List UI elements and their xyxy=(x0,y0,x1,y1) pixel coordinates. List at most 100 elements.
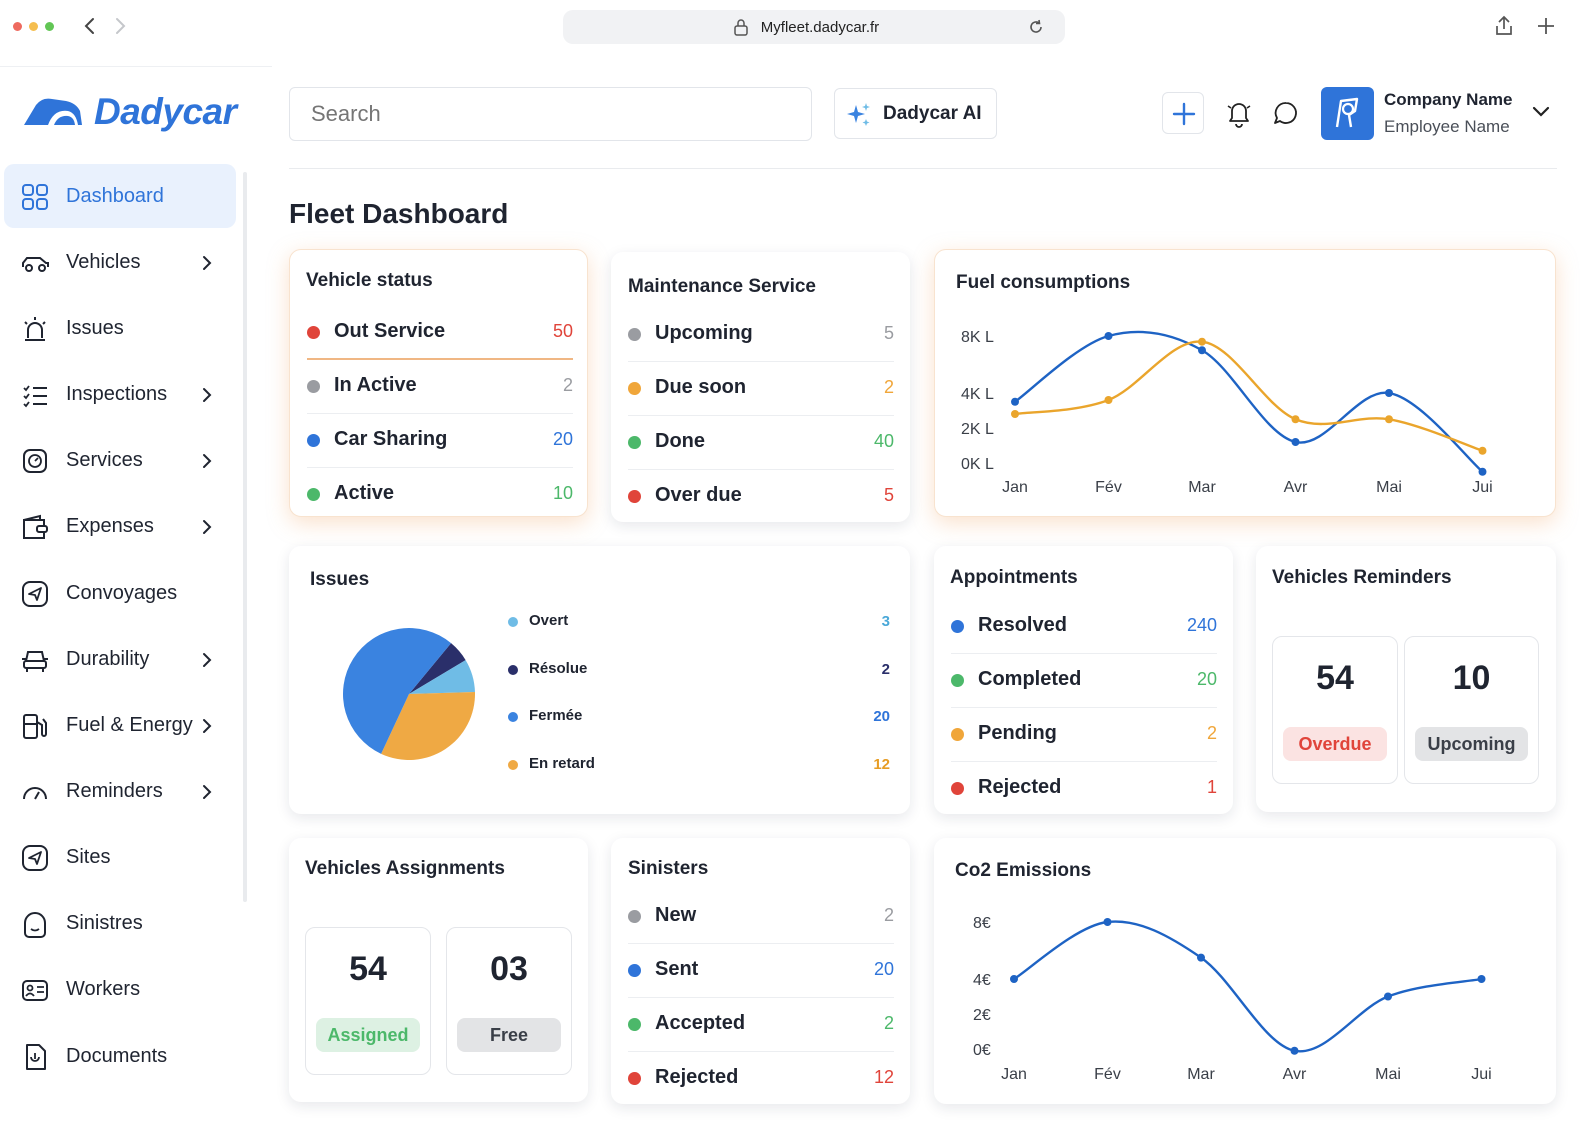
address-bar[interactable]: Myfleet.dadycar.fr xyxy=(563,10,1065,44)
status-row[interactable]: Upcoming 5 xyxy=(628,308,894,362)
checklist-icon xyxy=(23,385,47,408)
data-point[interactable] xyxy=(1104,332,1113,340)
data-point[interactable] xyxy=(1291,438,1300,446)
sidebar-item-expenses[interactable]: Expenses xyxy=(4,494,236,558)
add-button[interactable] xyxy=(1162,92,1204,134)
chevron-right-icon[interactable] xyxy=(200,651,214,669)
pie-slice[interactable] xyxy=(409,643,466,694)
share-icon[interactable] xyxy=(1493,14,1515,38)
issues-legend-item[interactable]: En retard 12 xyxy=(508,754,890,778)
status-row[interactable]: Completed 20 xyxy=(951,654,1217,708)
new-tab-plus-icon[interactable] xyxy=(1535,14,1557,38)
data-point[interactable] xyxy=(1291,415,1300,424)
sidebar-item-sites[interactable]: Sites xyxy=(4,825,236,889)
data-point[interactable] xyxy=(1385,389,1393,397)
legend-label: Overt xyxy=(529,612,569,629)
dadycar-ai-button[interactable]: Dadycar AI xyxy=(834,88,997,139)
data-point[interactable] xyxy=(1104,396,1113,404)
chevron-right-icon[interactable] xyxy=(200,717,214,735)
y-tick-label: 8€ xyxy=(973,915,991,932)
data-point[interactable] xyxy=(1478,467,1487,476)
row-divider xyxy=(951,707,1217,708)
status-row[interactable]: Accepted 2 xyxy=(628,998,894,1052)
status-row[interactable]: Due soon 2 xyxy=(628,362,894,416)
data-point[interactable] xyxy=(1385,415,1393,424)
sidebar-item-sinistres[interactable]: Sinistres xyxy=(4,891,236,955)
sidebar-item-inspections[interactable]: Inspections xyxy=(4,362,236,426)
data-point[interactable] xyxy=(1198,346,1206,355)
reload-icon[interactable] xyxy=(1027,18,1045,36)
sidebar-item-label: Inspections xyxy=(66,382,168,405)
status-dot xyxy=(307,326,320,339)
status-row[interactable]: In Active 2 xyxy=(307,360,573,414)
sidebar-scrollbar[interactable] xyxy=(243,172,247,902)
data-point[interactable] xyxy=(1478,446,1487,455)
sidebar-item-label: Services xyxy=(66,448,143,471)
row-label: Pending xyxy=(978,722,1057,744)
co2-emissions-card: Co2 Emissions 8€ 4€ 2€ 0€ Jan Fév Mar Avr Mai Jui xyxy=(934,838,1556,1104)
status-row[interactable]: Resolved 240 xyxy=(951,600,1217,654)
bell-icon[interactable] xyxy=(1225,98,1253,128)
data-point[interactable] xyxy=(1477,975,1486,983)
pie-slice[interactable] xyxy=(342,628,452,754)
avatar[interactable] xyxy=(1321,87,1374,140)
navigation-icon xyxy=(22,581,48,607)
sidebar-item-issues[interactable]: Issues xyxy=(4,296,236,360)
chevron-right-icon[interactable] xyxy=(200,783,214,801)
legend-dot xyxy=(508,664,518,675)
back-arrow-icon[interactable] xyxy=(80,14,100,38)
data-point[interactable] xyxy=(1290,1046,1299,1055)
sidebar-item-documents[interactable]: Documents xyxy=(4,1024,236,1088)
issues-legend-item[interactable]: Fermée 20 xyxy=(508,706,890,730)
chevron-right-icon[interactable] xyxy=(200,254,214,272)
pie-slice[interactable] xyxy=(409,660,475,694)
sidebar-item-fuel-energy[interactable]: Fuel & Energy xyxy=(4,693,236,757)
status-row[interactable]: Car Sharing 20 xyxy=(307,414,573,468)
status-row[interactable]: Active 10 xyxy=(307,468,573,522)
status-row[interactable]: Pending 2 xyxy=(951,708,1217,762)
sidebar-item-vehicles[interactable]: Vehicles xyxy=(4,230,236,294)
chevron-right-icon[interactable] xyxy=(200,452,214,470)
overdue-stat[interactable]: 54 Overdue xyxy=(1272,636,1398,784)
data-point[interactable] xyxy=(1384,992,1392,1001)
chevron-down-icon[interactable] xyxy=(1530,104,1552,120)
status-row[interactable]: Over due 5 xyxy=(628,470,894,524)
data-point[interactable] xyxy=(1010,975,1018,983)
data-point[interactable] xyxy=(1103,918,1112,926)
status-row[interactable]: Out Service 50 xyxy=(307,306,573,360)
sidebar-item-convoyages[interactable]: Convoyages xyxy=(4,561,236,625)
issues-legend-item[interactable]: Résolue 2 xyxy=(508,659,890,683)
sidebar-item-reminders[interactable]: Reminders xyxy=(4,759,236,823)
data-point[interactable] xyxy=(1011,410,1019,418)
search-input[interactable] xyxy=(289,87,812,141)
status-row[interactable]: Done 40 xyxy=(628,416,894,470)
data-point[interactable] xyxy=(1197,953,1205,962)
assigned-stat[interactable]: 54 Assigned xyxy=(305,927,431,1075)
status-row[interactable]: Sent 20 xyxy=(628,944,894,998)
chat-bubble-icon[interactable] xyxy=(1272,98,1300,128)
sidebar-item-services[interactable]: Services xyxy=(4,428,236,492)
free-stat[interactable]: 03 Free xyxy=(446,927,572,1075)
status-row[interactable]: Rejected 1 xyxy=(951,762,1217,816)
row-divider xyxy=(628,469,894,470)
minimize-window-button[interactable] xyxy=(29,22,38,31)
status-row[interactable]: New 2 xyxy=(628,890,894,944)
data-point[interactable] xyxy=(1198,337,1206,346)
issues-legend-item[interactable]: Overt 3 xyxy=(508,611,890,635)
upcoming-stat[interactable]: 10 Upcoming xyxy=(1404,636,1539,784)
speedometer-icon xyxy=(23,787,47,800)
row-count: 5 xyxy=(883,485,894,505)
forward-arrow-icon[interactable] xyxy=(110,14,130,38)
chevron-right-icon[interactable] xyxy=(200,386,214,404)
data-point[interactable] xyxy=(1011,397,1019,406)
maximize-window-button[interactable] xyxy=(45,22,54,31)
row-count: 20 xyxy=(552,429,573,449)
sidebar-item-workers[interactable]: Workers xyxy=(4,957,236,1021)
dadycar-logo[interactable]: Dadycar xyxy=(22,91,237,133)
close-window-button[interactable] xyxy=(13,22,22,31)
pie-slice[interactable] xyxy=(381,691,475,760)
sidebar-item-durability[interactable]: Durability xyxy=(4,627,236,691)
chevron-right-icon[interactable] xyxy=(200,518,214,536)
status-row[interactable]: Rejected 12 xyxy=(628,1052,894,1106)
sidebar-item-dashboard[interactable]: Dashboard xyxy=(4,164,236,228)
